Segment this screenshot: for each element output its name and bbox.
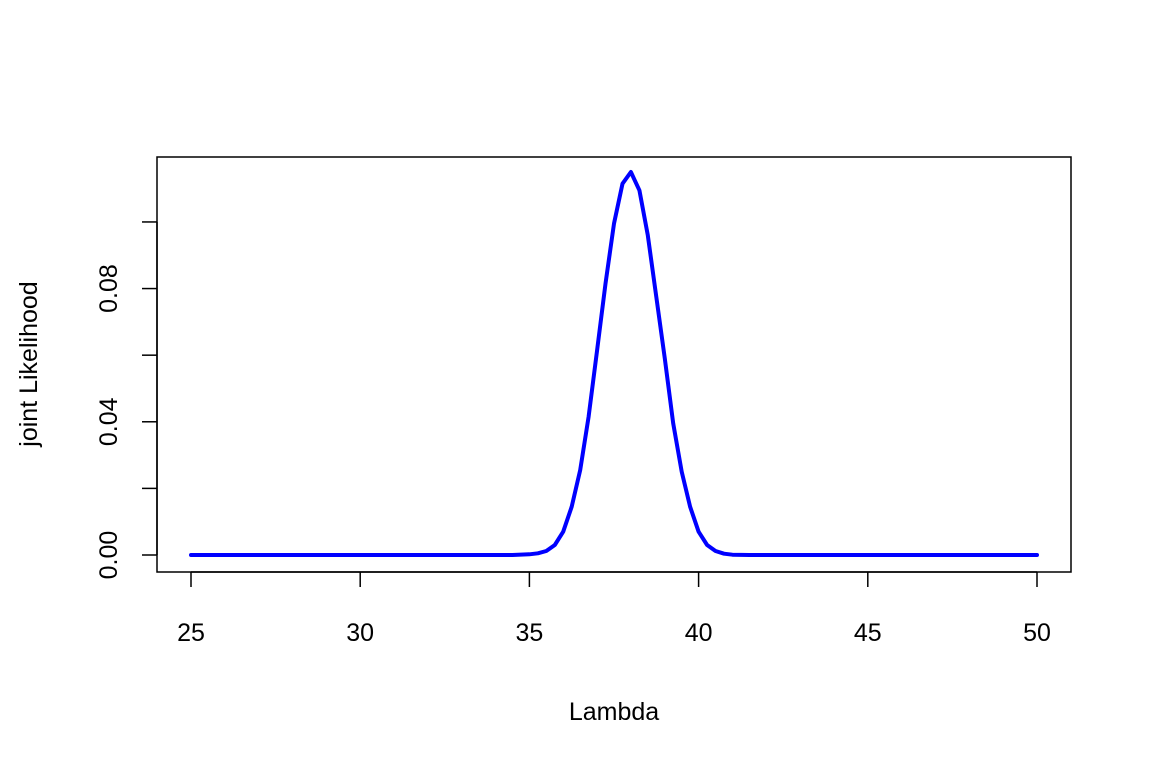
x-tick-label: 25 (177, 619, 205, 647)
x-axis: 25 30 35 40 45 50 (177, 571, 1051, 647)
y-tick-label: 0.00 (95, 531, 123, 580)
x-tick-label: 40 (685, 619, 713, 647)
y-axis: 0.00 0.04 0.08 (95, 221, 158, 580)
x-tick-label: 50 (1023, 619, 1051, 647)
series-layer (189, 170, 1039, 557)
x-tick-label: 45 (854, 619, 882, 647)
likelihood-series-line (189, 170, 1039, 557)
y-axis-label: joint Likelihood (15, 281, 43, 447)
x-tick-label: 30 (346, 619, 374, 647)
x-tick-label: 35 (515, 619, 543, 647)
y-tick-label: 0.08 (95, 264, 123, 313)
y-tick-label: 0.04 (95, 397, 123, 446)
x-axis-label: Lambda (569, 698, 659, 726)
